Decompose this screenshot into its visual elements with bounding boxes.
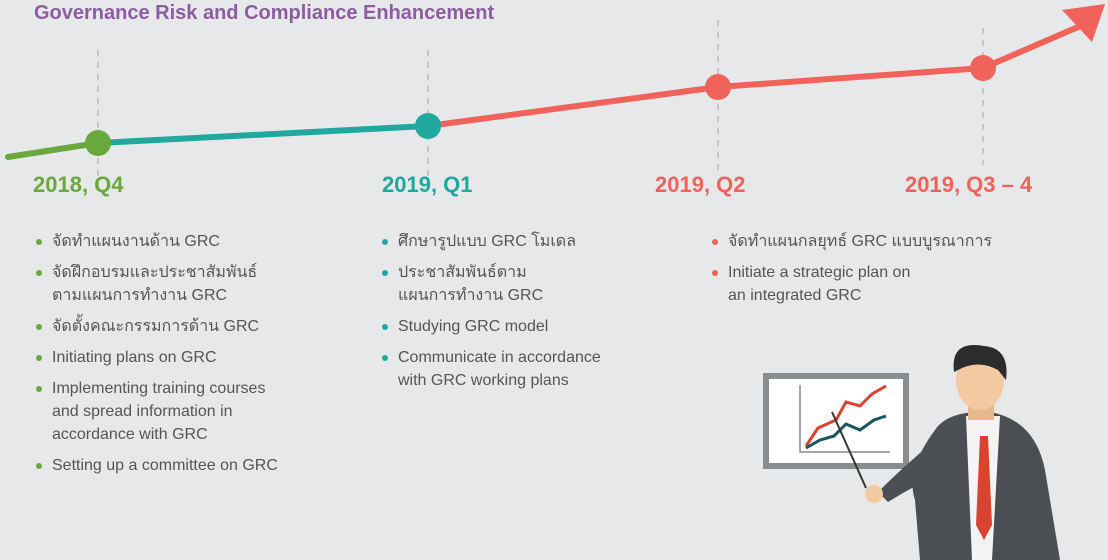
segment (5, 140, 101, 160)
bullet-text: with GRC working plans (398, 372, 569, 389)
bullet (36, 324, 42, 330)
bullet (36, 463, 42, 469)
bullet-text: ประชาสัมพันธ์ตาม (398, 264, 527, 281)
bullet-item: ศึกษารูปแบบ GRC โมเดล (382, 230, 601, 253)
bullet-item: Initiate a strategic plan on an integrate… (712, 261, 992, 307)
bullet-text: Studying GRC model (398, 318, 549, 335)
bullet-text: accordance with GRC (52, 426, 208, 443)
bullet-column: จัดทำแผนกลยุทธ์ GRC แบบบูรณาการ Initiate … (712, 230, 992, 315)
bullet (36, 355, 42, 361)
guides (97, 20, 984, 190)
pointer (831, 411, 867, 489)
arm (878, 440, 948, 502)
bullet-text: จัดตั้งคณะกรรมการด้าน GRC (52, 318, 260, 335)
bullet-text: Initiate a strategic plan on (728, 264, 911, 281)
bullet-text: an integrated GRC (728, 287, 862, 304)
bullet-item: ประชาสัมพันธ์ตามแผนการทำงาน GRC (382, 261, 601, 307)
bullet-text: จัดทำแผนกลยุทธ์ GRC แบบบูรณาการ (728, 233, 993, 250)
milestone-dot (705, 74, 731, 100)
bullet (382, 324, 388, 330)
bullet-item: จัดทำแผนกลยุทธ์ GRC แบบบูรณาการ (712, 230, 992, 253)
bullet-item: Setting up a committee on GRC (36, 454, 278, 477)
bullet (36, 270, 42, 276)
hand (865, 485, 883, 503)
milestone-dot (85, 130, 111, 156)
bullet-item: จัดทำแผนงานด้าน GRC (36, 230, 278, 253)
board-line (805, 414, 887, 450)
title: Governance Risk and Compliance Enhanceme… (34, 2, 495, 24)
bullet-item: Studying GRC model (382, 315, 601, 338)
tie (976, 436, 992, 540)
bullet-text: and spread information in (52, 403, 233, 420)
bullet-item: Initiating plans on GRC (36, 346, 278, 369)
segment (427, 21, 1087, 129)
milestone-label: 2019, Q2 (655, 172, 746, 197)
milestone-dot (415, 113, 441, 139)
milestone-dot (970, 55, 996, 81)
bullet-text: ศึกษารูปแบบ GRC โมเดล (398, 233, 576, 250)
bullet-text: Setting up a committee on GRC (52, 457, 278, 474)
arrow-head (1062, 4, 1105, 42)
bullet-item: จัดตั้งคณะกรรมการด้าน GRC (36, 315, 278, 338)
bullet-text: แผนการทำงาน GRC (398, 287, 544, 304)
board-axes (799, 385, 890, 453)
bullet (36, 239, 42, 245)
bullet (712, 270, 718, 276)
bullet (36, 386, 42, 392)
bullet (382, 239, 388, 245)
board-line (804, 384, 887, 447)
bullet-text: Implementing training courses (52, 380, 266, 397)
milestone-label: 2018, Q4 (33, 172, 124, 197)
bullet-text: Initiating plans on GRC (52, 349, 217, 366)
bullet (382, 270, 388, 276)
bullet-text: จัดทำแผนงานด้าน GRC (52, 233, 220, 250)
bullet-item: Communicate in accordance with GRC workin… (382, 346, 601, 392)
bullet-item: จัดฝึกอบรมและประชาสัมพันธ์ตามแผนการทำงาน… (36, 261, 278, 307)
bullet-text: ตามแผนการทำงาน GRC (52, 287, 228, 304)
bullet-item: Implementing training courses and spread … (36, 377, 278, 446)
milestone-label: 2019, Q3 – 4 (905, 172, 1033, 197)
board (763, 373, 909, 469)
hair (953, 345, 1007, 380)
presenter-illustration (763, 345, 1060, 560)
segment (97, 123, 429, 146)
bullet-text: Communicate in accordance (398, 349, 601, 366)
bullet-column: ศึกษารูปแบบ GRC โมเดลประชาสัมพันธ์ตามแผน… (382, 230, 601, 400)
bullet-column: จัดทำแผนงานด้าน GRC จัดฝึกอบรมและประชาสัม… (36, 230, 278, 485)
bullet (382, 355, 388, 361)
bullet-text: จัดฝึกอบรมและประชาสัมพันธ์ (52, 264, 258, 281)
milestone-label: 2019, Q1 (382, 172, 473, 197)
bullet (712, 239, 718, 245)
